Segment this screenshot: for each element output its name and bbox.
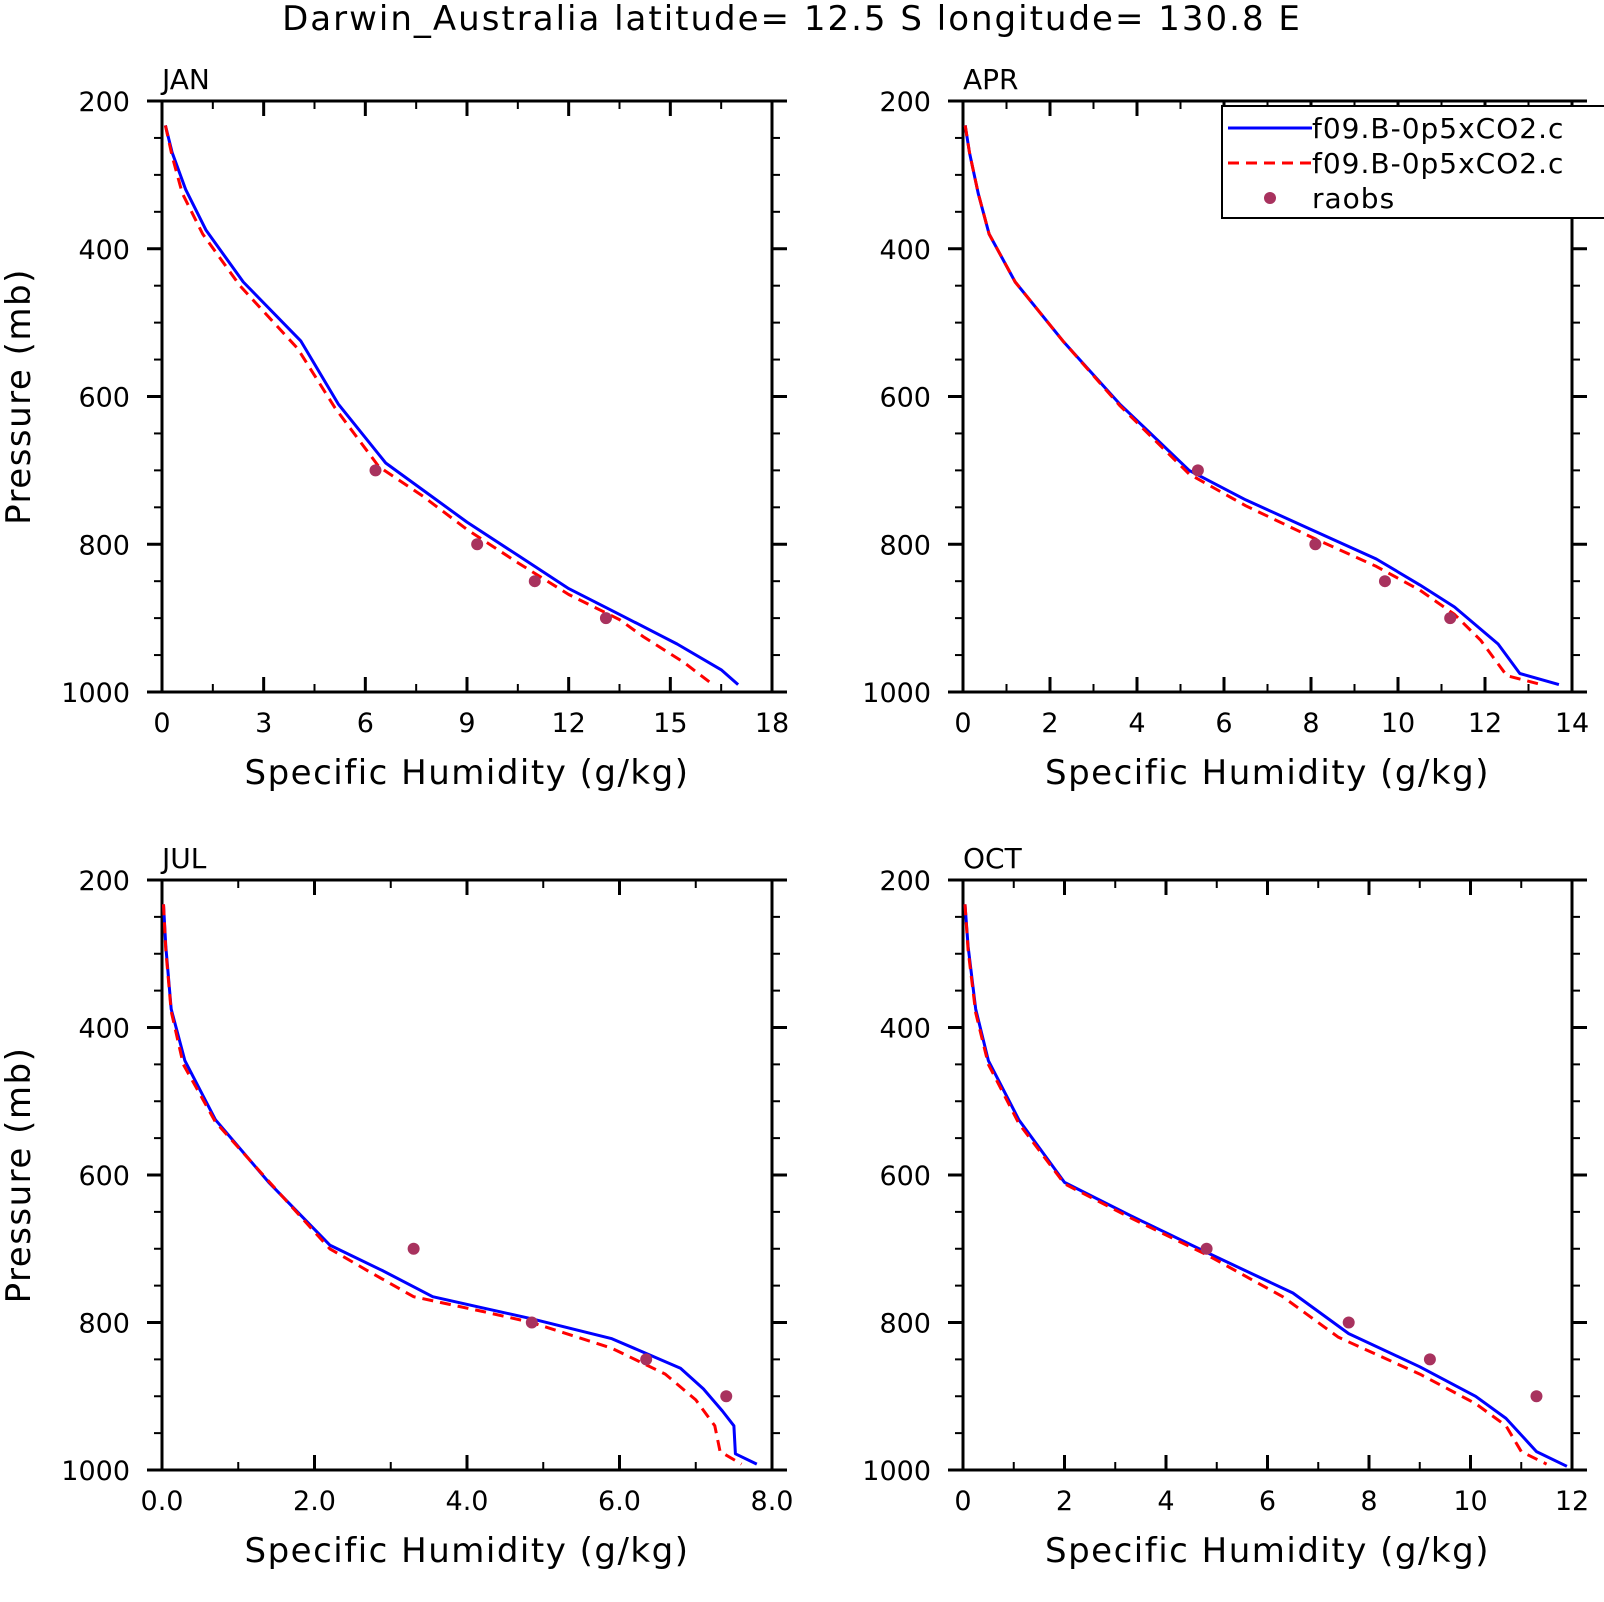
figure-title: Darwin_Australia latitude= 12.5 S longit… [282,0,1302,39]
plot-frame [160,878,774,1472]
x-tick-label: 2 [1056,1486,1073,1517]
y-axis-label: Pressure (mb) [0,1047,39,1304]
x-tick-label: 6.0 [598,1486,641,1517]
x-tick-label: 4 [1128,708,1145,739]
series-line-dashed [963,125,1542,687]
series-line-solid [963,904,1568,1468]
raobs-point [1191,464,1204,477]
y-tick-label: 200 [879,866,931,897]
panel-jul: JUL 0.0 2.0 4.0 6.0 8.0 200 400 600 800 1000 Specif… [0,842,793,1571]
legend-swatch-marker [1264,192,1276,204]
x-tick-label: 6 [1259,1486,1276,1517]
x-tick-label: 15 [653,708,687,739]
x-tick-label: 8 [1302,708,1319,739]
y-tick-label: 200 [879,87,931,118]
y-tick-label: 800 [78,1309,130,1340]
legend-label: f09.B-0p5xCO2.c [1312,147,1564,180]
x-tick-label: 0 [954,1486,971,1517]
y-tick-label: 400 [78,235,130,266]
x-tick-label: 0 [954,708,971,739]
y-tick-label: 800 [879,1309,931,1340]
raobs-point [720,1390,733,1403]
x-tick-label: 2.0 [293,1486,336,1517]
x-tick-label: 12 [1468,708,1502,739]
legend-label: raobs [1312,182,1395,215]
raobs-point [528,575,541,588]
series-line-dashed [963,904,1548,1466]
raobs-point [1342,1316,1355,1329]
raobs-point [407,1242,420,1255]
panel-oct: OCT 0 2 4 6 8 10 12 200 400 600 800 1000 Specific Hum… [862,842,1589,1571]
series-line-solid [162,904,758,1466]
panel-apr: APR 0 2 4 6 8 10 12 14 200 400 600 800 1000 Specific H… [862,63,1604,793]
x-tick-label: 6 [357,708,374,739]
y-tick-label: 600 [879,383,931,414]
y-tick-label: 600 [879,1161,931,1192]
raobs-point [1378,575,1391,588]
raobs-point [599,612,612,625]
y-tick-label: 1000 [61,678,130,709]
y-tick-label: 800 [879,530,931,561]
x-tick-label: 10 [1453,1486,1487,1517]
series-line-dashed [163,125,712,685]
x-tick-label: 8 [1360,1486,1377,1517]
raobs-point [1309,538,1322,551]
x-tick-label: 3 [255,708,272,739]
x-tick-label: 2 [1041,708,1058,739]
panel-label: JAN [160,63,210,96]
panel-jan: JAN 0 3 6 9 12 15 18 200 400 600 800 1000 Specific Hu… [0,63,789,793]
y-tick-label: 1000 [61,1456,130,1487]
y-tick-label: 600 [78,383,130,414]
y-tick-label: 200 [78,87,130,118]
raobs-point [1423,1353,1436,1366]
series-line-dashed [162,904,743,1466]
legend-label: f09.B-0p5xCO2.c [1312,112,1564,145]
series-line-solid [163,125,740,686]
panel-label: JUL [160,842,207,875]
y-tick-label: 400 [879,235,931,266]
x-tick-label: 12 [551,708,585,739]
x-axis-label: Specific Humidity (g/kg) [1045,753,1490,793]
raobs-point [1530,1390,1543,1403]
y-tick-label: 400 [879,1014,931,1045]
raobs-point [525,1316,538,1329]
x-tick-label: 12 [1555,1486,1589,1517]
y-tick-label: 400 [78,1014,130,1045]
x-tick-label: 9 [458,708,475,739]
x-tick-label: 6 [1215,708,1232,739]
x-tick-label: 4 [1157,1486,1174,1517]
plot-frame [160,99,774,694]
x-tick-label: 0 [153,708,170,739]
raobs-point [640,1353,653,1366]
x-axis-label: Specific Humidity (g/kg) [1045,1531,1490,1571]
y-axis-label: Pressure (mb) [0,268,39,525]
raobs-point [471,538,484,551]
raobs-point [1200,1242,1213,1255]
y-tick-label: 800 [78,530,130,561]
y-tick-label: 1000 [862,1456,931,1487]
y-tick-label: 1000 [862,678,931,709]
raobs-point [1444,612,1457,625]
x-tick-label: 10 [1381,708,1415,739]
panel-label: OCT [963,842,1023,875]
panel-label: APR [963,63,1019,96]
raobs-point [369,464,382,477]
x-tick-label: 14 [1555,708,1589,739]
x-tick-label: 0.0 [141,1486,184,1517]
x-tick-label: 4.0 [446,1486,489,1517]
x-axis-label: Specific Humidity (g/kg) [245,1531,690,1571]
x-tick-label: 18 [755,708,789,739]
x-axis-label: Specific Humidity (g/kg) [245,753,690,793]
plot-frame [961,878,1574,1472]
y-tick-label: 600 [78,1161,130,1192]
y-tick-label: 200 [78,866,130,897]
x-tick-label: 8.0 [751,1486,794,1517]
